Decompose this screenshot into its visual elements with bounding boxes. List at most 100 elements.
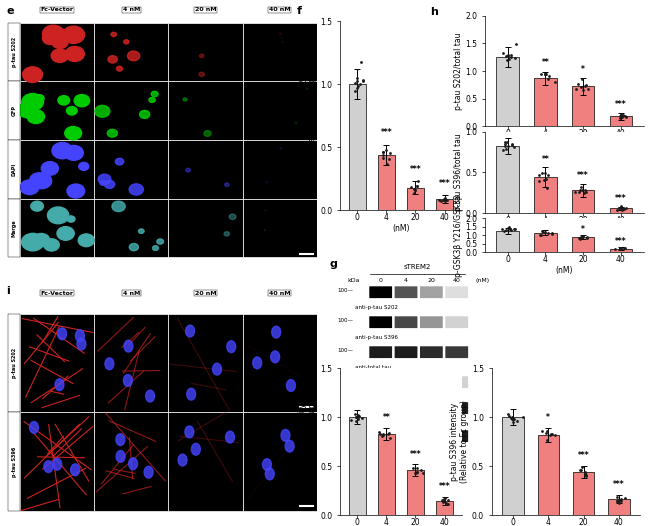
Circle shape [116,66,123,71]
Point [504,225,515,233]
Point [540,69,550,78]
Point [504,55,515,63]
Bar [407,470,424,515]
Point [540,69,550,78]
FancyBboxPatch shape [446,286,468,298]
Circle shape [307,88,308,89]
Circle shape [42,25,64,42]
Point [581,232,592,241]
Point [496,225,507,234]
Circle shape [31,201,44,211]
Text: **: ** [542,58,549,67]
Circle shape [265,468,274,480]
Point [351,413,362,421]
Point [434,196,444,204]
Circle shape [67,184,84,198]
Circle shape [22,94,44,110]
Text: p-tau S202: p-tau S202 [11,348,16,378]
Point [378,431,388,439]
Text: 35—: 35— [341,432,354,437]
Circle shape [281,429,290,441]
Point [500,141,510,150]
FancyBboxPatch shape [420,346,443,358]
Point [509,143,519,151]
Point [378,147,389,156]
Y-axis label: p-tau S202 intensity
(Relative to Fc group): p-tau S202 intensity (Relative to Fc gro… [298,74,317,157]
Circle shape [144,466,153,478]
Point [615,110,626,119]
FancyBboxPatch shape [395,376,417,388]
Point [418,469,428,477]
Bar [94,198,168,257]
Text: ***: *** [613,480,625,489]
Bar [168,412,243,511]
Circle shape [129,458,137,470]
Point [620,244,630,252]
Point [575,186,585,195]
Point [410,186,420,194]
Circle shape [271,351,280,363]
Circle shape [78,234,94,247]
Text: 40 nM: 40 nM [269,7,290,12]
Circle shape [116,451,125,462]
Point [512,417,523,425]
Bar [20,82,94,140]
Point [576,183,586,191]
Point [581,471,591,479]
Bar [94,82,168,140]
Point [504,411,515,420]
Circle shape [139,229,144,234]
Circle shape [32,173,51,189]
Point [537,227,547,235]
Point [443,496,453,504]
Bar [94,23,168,82]
Circle shape [77,338,86,350]
Circle shape [22,67,42,83]
FancyBboxPatch shape [370,376,392,388]
Point [412,468,422,476]
Point [354,411,364,420]
Bar [243,198,317,257]
Circle shape [75,330,84,341]
Bar [243,140,317,198]
Point [510,54,521,63]
Circle shape [266,181,268,183]
FancyBboxPatch shape [420,286,443,298]
Point [507,141,517,149]
Text: anti-GAPDH: anti-GAPDH [355,449,388,453]
Text: 20 nM: 20 nM [195,291,216,296]
Point [545,431,556,439]
Point [498,146,508,155]
Bar [20,140,94,198]
Point [438,497,449,505]
Circle shape [226,431,234,443]
Y-axis label: p-GSK3β Y216/GSK3β: p-GSK3β Y216/GSK3β [453,194,463,277]
Point [611,205,622,214]
Circle shape [229,214,236,219]
Point [502,52,513,60]
Point [350,87,360,95]
Point [582,234,593,242]
Point [378,154,389,163]
Point [537,427,548,435]
Circle shape [44,461,53,472]
FancyBboxPatch shape [370,286,392,298]
Point [440,194,451,202]
Point [577,234,587,242]
Point [614,499,625,507]
Text: 4 nM: 4 nM [123,7,140,12]
Point [614,245,625,253]
FancyBboxPatch shape [446,430,468,442]
Point [350,79,360,88]
Text: 4 nM: 4 nM [123,291,140,296]
Point [410,469,420,477]
Point [378,148,388,157]
Point [407,463,418,472]
FancyBboxPatch shape [446,346,468,358]
FancyBboxPatch shape [370,430,392,442]
Point [381,146,391,155]
Point [583,85,593,94]
Bar [534,233,557,252]
Circle shape [51,36,68,48]
Circle shape [63,26,84,44]
